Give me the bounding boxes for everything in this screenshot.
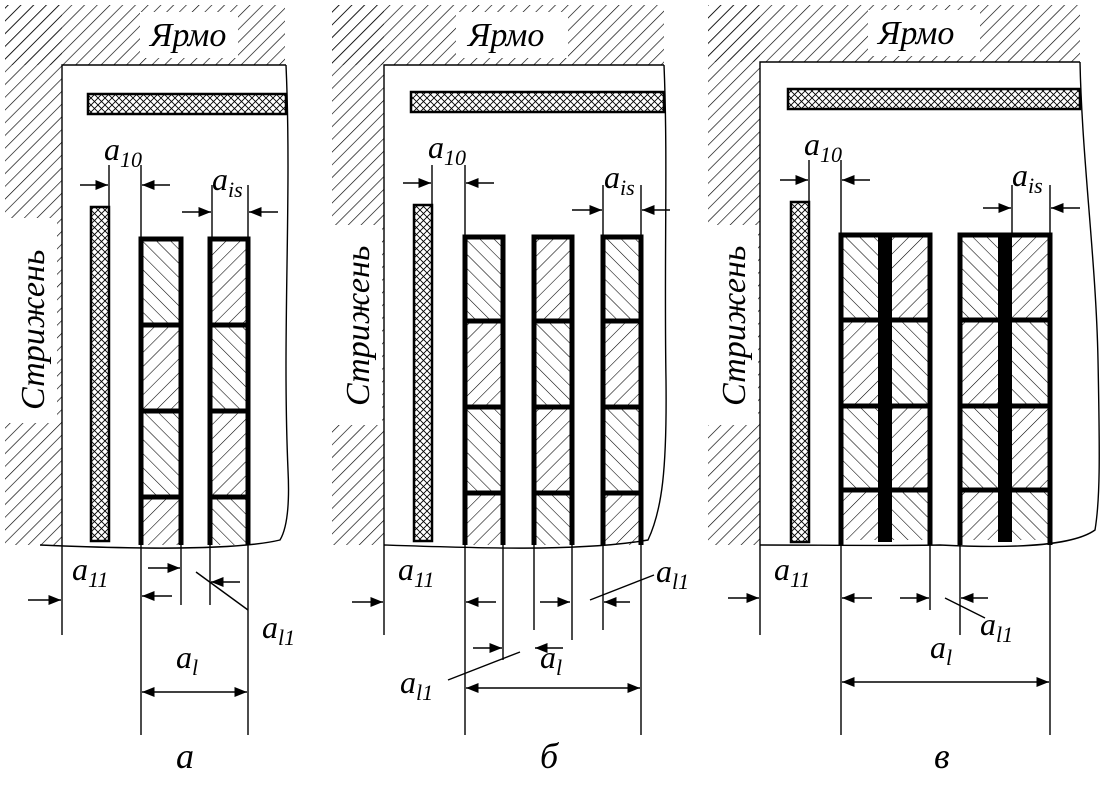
dim-al1-bottom: al1	[400, 664, 433, 705]
panel-caption: б	[540, 736, 560, 776]
panel-b: Ярмо Стрижень a10 ais a11 al1 al1 al б	[332, 5, 689, 776]
coil-layer-2	[207, 236, 251, 545]
dim-al1: al1	[980, 606, 1013, 647]
coil-layer-3	[600, 234, 644, 545]
panel-v: Ярмо Стрижень a10 ais a11 al1 al в	[708, 5, 1100, 776]
coil-group-2	[957, 232, 1053, 545]
core-cylinder	[412, 203, 434, 543]
yoke-insulation	[409, 90, 666, 114]
yoke-label: Ярмо	[876, 15, 954, 52]
coil-layer-1	[462, 234, 506, 545]
dim-a10: a10	[428, 129, 466, 170]
coil-layer-2	[531, 234, 575, 545]
core-cylinder	[789, 200, 811, 544]
yoke-insulation	[786, 87, 1082, 111]
dim-a11: a11	[774, 551, 810, 592]
dim-a11: a11	[398, 551, 434, 592]
yoke-insulation	[86, 92, 288, 116]
dim-al: al	[540, 639, 562, 680]
dim-ais: ais	[1012, 157, 1043, 198]
panel-a: Ярмо Стрижень a10 ais a11 al1 al а	[5, 5, 295, 776]
panel-caption: в	[934, 736, 950, 776]
dim-a11: a11	[72, 551, 108, 592]
dim-al: al	[176, 639, 198, 680]
core-label: Стрижень	[716, 246, 753, 406]
coil-layer-1	[138, 236, 184, 545]
core-label: Стрижень	[15, 250, 52, 410]
dim-al1-top: al1	[656, 553, 689, 594]
yoke-label: Ярмо	[148, 17, 226, 54]
dim-ais: ais	[212, 161, 243, 202]
yoke-label: Ярмо	[466, 17, 544, 54]
dim-al1: al1	[262, 609, 295, 650]
core-cylinder	[89, 205, 111, 543]
dim-al: al	[930, 629, 952, 670]
panel-caption: а	[176, 736, 194, 776]
coil-group-1	[838, 232, 933, 545]
cooling-channel	[998, 235, 1012, 542]
cooling-channel	[878, 235, 892, 542]
dim-ais: ais	[604, 159, 635, 200]
core-label: Стрижень	[340, 246, 377, 406]
dim-a10: a10	[104, 131, 142, 172]
dim-a10: a10	[804, 126, 842, 167]
